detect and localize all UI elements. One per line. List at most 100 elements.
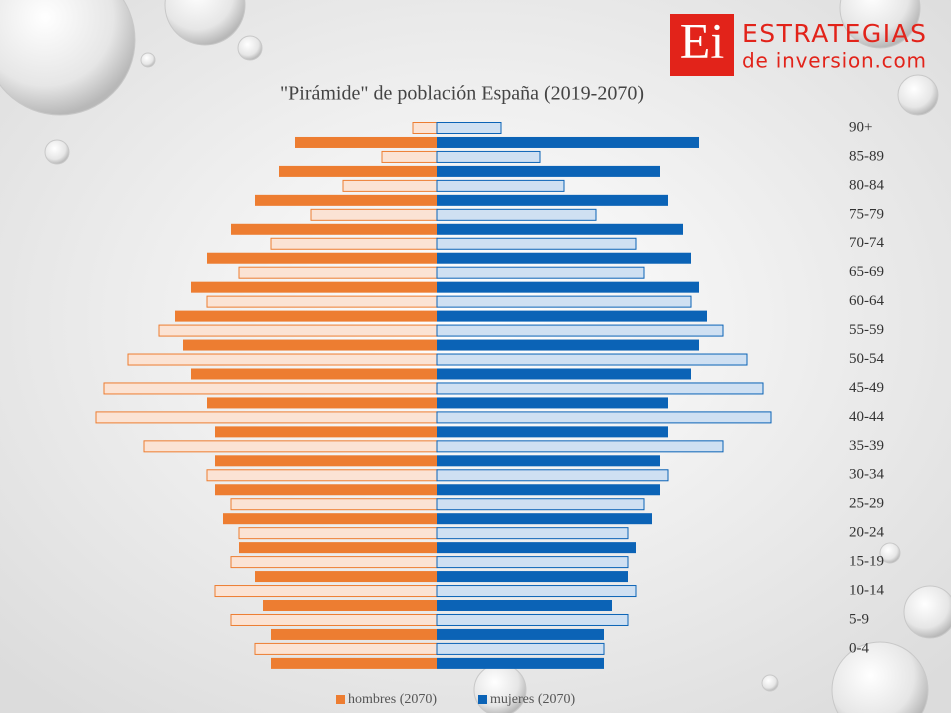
bar-2070 [191,281,437,293]
bar-2070 [191,368,437,380]
bar-2019 [436,613,629,626]
bar-2070 [207,252,437,264]
bar-2070 [437,165,660,177]
bar-2019 [270,237,438,250]
logo-line1: ESTRATEGIAS [742,19,926,48]
bar-2019 [436,237,637,250]
age-label: 10-14 [849,582,884,598]
bar-2070 [223,513,437,525]
bar-2070 [437,223,683,235]
bar-2070 [437,194,668,206]
bar-2019 [127,353,438,366]
legend-swatch [336,695,345,704]
bar-2019 [436,498,645,511]
bar-2070 [437,513,652,525]
bar-2070 [279,165,437,177]
age-label: 80-84 [849,177,884,193]
bar-2070 [255,571,437,583]
bar-2070 [437,339,699,351]
bar-2070 [437,397,668,409]
bar-2019 [436,382,764,395]
bar-2070 [437,426,668,438]
bar-2019 [230,498,438,511]
chart-title: "Pirámide" de población España (2019-207… [280,83,644,105]
bar-2019 [436,324,724,337]
age-label: 45-49 [849,380,884,396]
age-label: 65-69 [849,264,884,280]
bar-2070 [263,600,437,612]
bar-2019 [436,469,669,482]
age-label: 5-9 [849,611,869,627]
bar-2019 [95,411,438,424]
bar-2070 [437,484,660,496]
bar-2019 [436,440,724,453]
age-label: 15-19 [849,554,884,570]
bar-2019 [436,122,502,134]
bar-2070 [295,136,437,148]
bar-2019 [214,585,438,598]
bar-2070 [183,339,437,351]
bar-2070 [437,310,707,322]
bar-2019 [436,295,692,308]
bar-2070 [271,628,437,640]
age-label: 0-4 [849,640,869,656]
bar-2019 [103,382,438,395]
bar-2019 [436,266,645,279]
bar-2070 [437,368,691,380]
bar-2070 [175,310,437,322]
bar-2070 [437,600,612,612]
age-label: 75-79 [849,206,884,222]
bar-2019 [238,527,438,540]
bar-2019 [436,527,629,540]
bar-2019 [310,208,438,221]
legend-swatch [478,695,487,704]
bar-2070 [437,657,604,669]
bar-2019 [436,179,565,192]
bar-2019 [436,208,597,221]
age-label: 50-54 [849,351,884,367]
bar-2019 [436,150,541,163]
bar-2070 [437,252,691,264]
bar-2019 [206,295,438,308]
bar-2019 [436,642,605,655]
logo-box [670,14,734,76]
bar-2070 [255,194,437,206]
bar-2070 [215,455,437,467]
bar-2070 [231,223,437,235]
bar-2070 [271,657,437,669]
logo-mark: Ei [680,12,724,68]
age-label: 20-24 [849,525,884,541]
age-label: 85-89 [849,148,884,164]
bar-2019 [158,324,438,337]
age-label: 25-29 [849,496,884,512]
bar-2019 [230,613,438,626]
bar-2019 [436,411,772,424]
legend-label: hombres (2070) [348,692,437,707]
age-label: 30-34 [849,467,884,483]
logo-line2: de inversion.com [742,49,926,73]
age-label: 55-59 [849,322,884,338]
bar-2019 [381,150,438,163]
bar-2070 [437,136,699,148]
bar-2019 [206,469,438,482]
bar-2019 [254,642,438,655]
age-label: 40-44 [849,409,884,425]
age-label: 60-64 [849,293,884,309]
bar-2070 [437,281,699,293]
bar-2070 [437,571,628,583]
bar-2019 [238,266,438,279]
age-label: 90+ [849,119,872,135]
legend-label: mujeres (2070) [490,692,575,707]
bar-2070 [215,484,437,496]
bar-2070 [207,397,437,409]
bar-2019 [342,179,438,192]
bar-2070 [437,542,636,554]
bar-2019 [412,122,438,134]
age-label: 35-39 [849,438,884,454]
bar-2019 [436,556,629,569]
bar-2019 [436,353,748,366]
bar-2019 [143,440,438,453]
